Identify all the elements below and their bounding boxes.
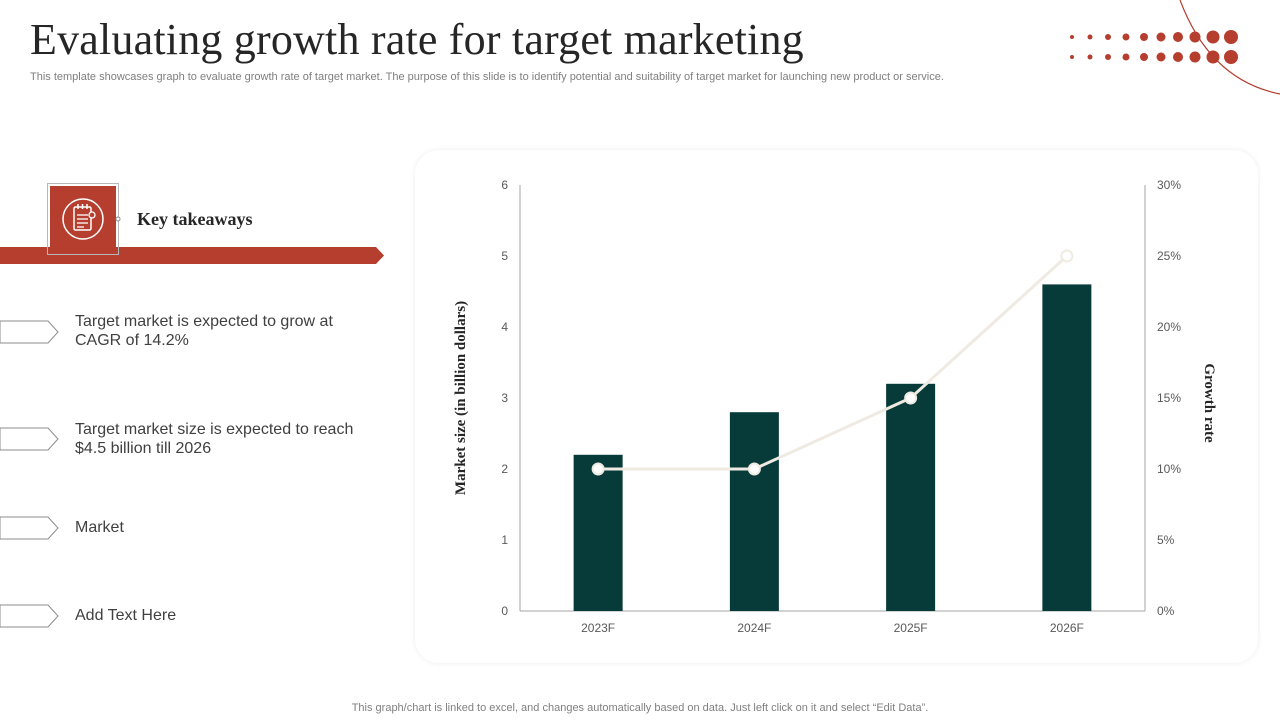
arrow-tag-icon — [0, 320, 59, 344]
y-right-tick-label: 15% — [1157, 391, 1181, 405]
y-tick-label: 6 — [501, 178, 508, 192]
y-right-axis-title: Growth rate — [1201, 363, 1217, 443]
arrow-tag-icon — [0, 516, 59, 540]
combo-chart[interactable]: 0 1 2 3 4 5 6 0% 5% 10% 15% 20% 25% 30% 2023F 2024F 2025… — [415, 150, 1258, 663]
arrow-tag-icon — [0, 604, 59, 628]
bar — [573, 454, 623, 611]
takeaway-line-1: Market — [75, 519, 124, 536]
y-right-tick-label: 30% — [1157, 178, 1181, 192]
y-axis-title: Market size (in billion dollars) — [453, 301, 469, 495]
arrow-tag-icon — [0, 427, 59, 451]
bar — [1042, 284, 1092, 611]
page-title: Evaluating growth rate for target market… — [30, 15, 804, 64]
bar — [886, 383, 936, 611]
growth-rate-point — [904, 391, 918, 405]
x-tick-label: 2024F — [737, 621, 771, 635]
takeaway-line-2: CAGR of 14.2% — [75, 332, 189, 349]
y-right-tick-label: 5% — [1157, 533, 1175, 547]
y-right-tick-label: 0% — [1157, 604, 1175, 618]
growth-rate-line — [598, 254, 1068, 471]
x-tick-label: 2026F — [1050, 621, 1084, 635]
y-tick-label: 1 — [501, 533, 508, 547]
bar — [729, 412, 779, 611]
takeaway-line-1: Add Text Here — [75, 607, 177, 624]
decorative-dots-arc — [1070, 0, 1280, 95]
y-tick-label: 0 — [501, 604, 508, 618]
takeaway-text: Target market is expected to grow at CAG… — [75, 312, 375, 350]
notepad-icon — [62, 198, 104, 240]
chart-card[interactable]: 0 1 2 3 4 5 6 0% 5% 10% 15% 20% 25% 30% 2023F 2024F 2025… — [415, 150, 1258, 663]
footer-note: This graph/chart is linked to excel, and… — [351, 702, 929, 714]
growth-rate-point — [591, 462, 605, 476]
y-tick-label: 5 — [501, 249, 508, 263]
takeaway-line-1: Target market is expected to grow at — [75, 313, 333, 330]
takeaway-text: Market — [75, 518, 375, 537]
x-tick-label: 2025F — [894, 621, 928, 635]
takeaways-title: Key takeaways — [137, 209, 253, 229]
y-right-tick-label: 20% — [1157, 320, 1181, 334]
takeaway-line-2: $4.5 billion till 2026 — [75, 440, 212, 457]
y-tick-label: 3 — [501, 391, 508, 405]
growth-rate-point — [747, 462, 761, 476]
y-right-tick-label: 10% — [1157, 462, 1181, 476]
takeaway-text: Target market size is expected to reach … — [75, 420, 375, 458]
y-right-tick-label: 25% — [1157, 249, 1181, 263]
takeaway-line-1: Target market size is expected to reach — [75, 421, 354, 438]
takeaways-icon-box — [47, 183, 119, 255]
page-subtitle: This template showcases graph to evaluat… — [30, 71, 944, 83]
x-tick-label: 2023F — [581, 621, 615, 635]
y-tick-label: 4 — [501, 320, 508, 334]
takeaway-text: Add Text Here — [75, 606, 375, 625]
y-tick-label: 2 — [501, 462, 508, 476]
connector-dot — [115, 216, 121, 222]
growth-rate-point — [1060, 249, 1074, 263]
